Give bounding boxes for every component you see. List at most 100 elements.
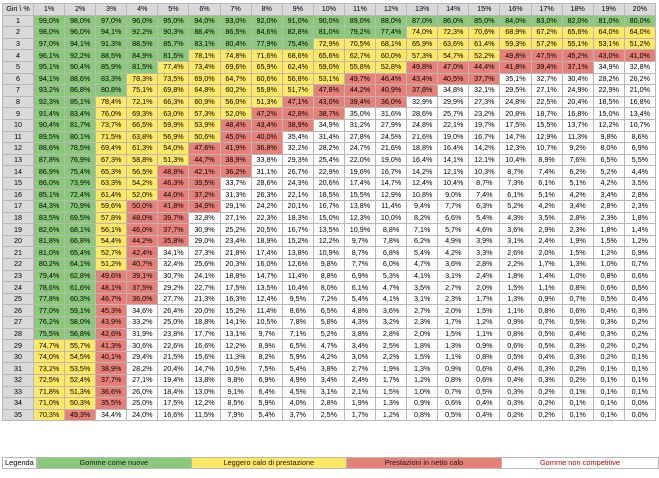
table-cell: 20,4%	[561, 95, 594, 109]
table-cell: 0,2%	[530, 397, 563, 410]
table-cell: 31,4%	[312, 130, 345, 144]
row-header: 33	[2, 385, 34, 399]
table-cell: 0,1%	[561, 397, 594, 410]
table-cell: 14,7%	[375, 176, 408, 190]
table-cell: 2,8%	[468, 258, 501, 271]
table-cell: 13,5%	[250, 281, 283, 294]
table-cell: 76,2%	[32, 316, 66, 329]
table-cell: 10,5%	[250, 316, 283, 329]
table-cell: 0,3%	[592, 327, 625, 341]
table-cell: 35,4%	[281, 130, 314, 144]
table-cell: 36,8%	[250, 142, 283, 155]
table-cell: 26,0%	[126, 385, 159, 399]
table-cell: 2,9%	[530, 223, 563, 236]
table-cell: 27,1%	[126, 374, 159, 387]
table-cell: 5,9%	[281, 350, 314, 364]
table-cell: 3,4%	[561, 200, 594, 213]
table-cell: 90,3%	[157, 26, 190, 39]
table-cell: 1,1%	[468, 327, 501, 341]
table-cell: 7,1%	[281, 327, 314, 341]
table-cell: 5,3%	[375, 269, 408, 283]
table-cell: 81,8%	[32, 234, 66, 248]
table-cell: 6,1%	[499, 188, 532, 202]
table-cell: 78,4%	[95, 95, 128, 109]
table-cell: 1,7%	[468, 292, 501, 306]
table-cell: 33,7%	[219, 176, 252, 190]
table-cell: 1,2%	[375, 408, 408, 422]
table-cell: 49,6%	[95, 269, 128, 283]
table-cell: 88,4%	[188, 26, 221, 39]
table-cell: 12,4%	[250, 292, 283, 306]
table-cell: 20,5%	[250, 223, 283, 236]
table-cell: 91,4%	[32, 107, 66, 120]
table-cell: 25,0%	[157, 316, 190, 329]
table-cell: 54,7%	[437, 49, 470, 62]
table-cell: 63,8%	[126, 130, 159, 144]
table-cell: 0,8%	[468, 350, 501, 364]
table-cell: 92,0%	[250, 14, 283, 28]
column-header: 2%	[64, 3, 97, 16]
table-cell: 0,1%	[592, 374, 625, 387]
table-cell: 2,7%	[437, 281, 470, 294]
row-header: 30	[2, 350, 34, 364]
table-cell: 69,0%	[188, 72, 221, 86]
table-cell: 12,9%	[530, 130, 563, 144]
table-cell: 34,6%	[126, 304, 159, 318]
table-cell: 8,9%	[250, 339, 283, 352]
table-cell: 28,2%	[592, 72, 625, 86]
table-cell: 1,2%	[623, 234, 656, 248]
table-cell: 46,0%	[126, 223, 159, 236]
table-cell: 8,6%	[623, 130, 656, 144]
table-cell: 5,4%	[343, 292, 377, 306]
table-cell: 4,0%	[281, 397, 314, 410]
table-cell: 37,5%	[126, 281, 159, 294]
table-cell: 82,6%	[32, 223, 66, 236]
table-cell: 7,3%	[499, 176, 532, 190]
table-cell: 25,7%	[437, 107, 470, 120]
table-cell: 65,4%	[64, 246, 97, 260]
table-cell: 96,1%	[32, 49, 66, 62]
table-cell: 6,6%	[437, 211, 470, 225]
table-cell: 2,3%	[623, 200, 656, 213]
table-cell: 79,4%	[32, 269, 66, 283]
table-cell: 0,8%	[499, 327, 532, 341]
table-cell: 48,1%	[95, 281, 128, 294]
table-cell: 51,3%	[250, 95, 283, 109]
table-cell: 8,9%	[530, 153, 563, 167]
table-cell: 1,3%	[437, 339, 470, 352]
table-cell: 0,1%	[592, 362, 625, 375]
table-cell: 0,3%	[561, 339, 594, 352]
table-cell: 0,9%	[437, 362, 470, 375]
table-cell: 0,3%	[530, 362, 563, 375]
table-cell: 0,1%	[561, 408, 594, 422]
table-cell: 10,7%	[530, 142, 563, 155]
table-cell: 84,0%	[499, 14, 532, 28]
table-cell: 6,0%	[375, 258, 408, 271]
table-cell: 62,7%	[343, 49, 377, 62]
table-row: 6 94,1% 88,6% 83,3% 78,3% 73,5% 69,0% 64,7% 60,6…	[2, 72, 656, 86]
table-cell: 61,6%	[64, 281, 97, 294]
table-cell: 32,4%	[157, 258, 190, 271]
table-cell: 11,4%	[281, 269, 314, 283]
table-cell: 51,2%	[95, 258, 128, 271]
table-row: 17 84,3% 70,9% 59,6% 50,0% 41,8% 34,9% 29,1% 24,…	[2, 200, 656, 213]
table-cell: 9,8%	[312, 258, 345, 271]
table-cell: 82,8%	[281, 26, 314, 39]
table-cell: 32,7%	[530, 72, 563, 86]
table-cell: 64,0%	[623, 26, 656, 39]
table-cell: 25,4%	[312, 153, 345, 167]
table-cell: 58,8%	[126, 153, 159, 167]
table-cell: 34,8%	[437, 84, 470, 97]
table-cell: 75,4%	[281, 37, 314, 51]
table-cell: 16,8%	[623, 95, 656, 109]
table-cell: 62,4%	[281, 60, 314, 74]
table-cell: 3,4%	[343, 339, 377, 352]
table-cell: 7,8%	[281, 316, 314, 329]
table-cell: 73,9%	[64, 176, 97, 190]
table-cell: 56,9%	[157, 130, 190, 144]
table-cell: 8,7%	[343, 246, 377, 260]
table-cell: 97,0%	[32, 37, 66, 51]
table-cell: 35,5%	[95, 397, 128, 410]
table-cell: 14,1%	[437, 153, 470, 167]
table-cell: 22,5%	[530, 95, 563, 109]
